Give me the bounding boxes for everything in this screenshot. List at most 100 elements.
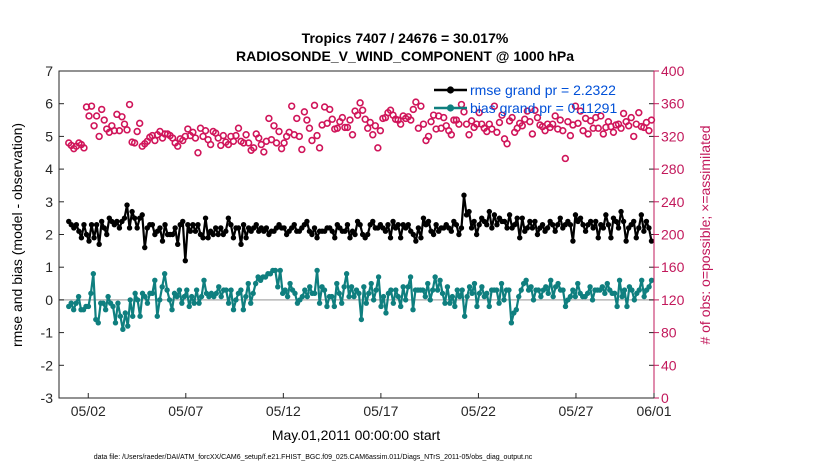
footer-data-file: data file: /Users/raeder/DAI/ATM_forcXX/…	[94, 454, 533, 461]
rmse-series-group	[66, 192, 655, 264]
rmse-point	[142, 244, 148, 251]
bias-point	[562, 303, 569, 310]
rmse-point	[387, 235, 394, 241]
bias-point	[311, 290, 318, 297]
possible-obs-marker	[609, 128, 618, 137]
possible-obs-marker	[174, 142, 182, 150]
bias-point	[538, 293, 544, 300]
possible-obs-marker	[346, 116, 354, 124]
bias-point	[102, 307, 109, 313]
possible-obs-marker	[376, 126, 385, 135]
rmse-point	[580, 221, 586, 228]
bias-point	[245, 280, 251, 287]
possible-obs-marker	[260, 148, 268, 156]
bias-point	[361, 284, 367, 290]
bias-point	[159, 284, 165, 290]
rmse-point	[235, 225, 242, 231]
bias-point	[132, 290, 138, 297]
right-tick-label: 160	[661, 259, 685, 275]
rmse-point	[519, 215, 525, 221]
possible-obs-marker	[298, 145, 306, 154]
possible-obs-marker	[493, 128, 501, 137]
bias-point	[508, 320, 515, 326]
rmse-point	[281, 225, 287, 231]
bias-point	[174, 293, 180, 300]
possible-obs-marker	[206, 140, 215, 149]
rmse-point	[397, 235, 404, 241]
bias-point	[380, 293, 387, 300]
possible-obs-marker	[630, 132, 638, 141]
bias-point	[604, 280, 610, 287]
bias-point	[95, 320, 101, 326]
possible-obs-marker	[548, 120, 557, 128]
bias-point	[629, 287, 635, 293]
rmse-point	[114, 218, 120, 225]
bias-line	[67, 269, 653, 331]
bias-point	[112, 320, 119, 326]
bias-point	[193, 287, 200, 293]
possible-obs-marker	[361, 115, 369, 123]
possible-obs-marker	[224, 140, 233, 149]
bias-point	[434, 287, 441, 293]
bias-point	[184, 287, 190, 293]
bias-point	[471, 280, 478, 287]
rmse-point	[329, 228, 335, 234]
x-tick-label: 05/27	[558, 403, 593, 419]
rmse-point	[489, 225, 495, 231]
rmse-point	[311, 225, 318, 231]
bias-point	[189, 293, 195, 300]
possible-obs-marker	[234, 124, 243, 132]
possible-obs-marker	[447, 131, 456, 139]
bias-point	[277, 267, 283, 274]
rmse-point	[121, 215, 128, 221]
rmse-point	[458, 225, 465, 231]
possible-obs-marker	[462, 120, 471, 128]
possible-obs-marker	[419, 120, 428, 128]
rmse-point	[646, 225, 652, 231]
rmse-point	[96, 241, 102, 248]
possible-obs-marker	[523, 107, 532, 115]
possible-obs-marker	[232, 131, 240, 140]
rmse-point	[187, 228, 194, 234]
bias-point	[334, 280, 340, 287]
bias-point	[614, 303, 620, 310]
possible-obs-marker	[559, 126, 567, 135]
possible-obs-marker	[467, 117, 476, 125]
bias-point	[501, 297, 507, 303]
chart-title: Tropics 7407 / 24676 = 30.017%	[302, 30, 509, 46]
rmse-point	[73, 221, 80, 228]
bias-point	[442, 300, 448, 306]
rmse-point	[263, 225, 270, 231]
possible-obs-marker	[576, 107, 585, 115]
bias-point	[120, 326, 126, 333]
rmse-point	[468, 225, 475, 231]
rmse-point	[357, 221, 363, 228]
possible-obs-marker	[130, 139, 139, 147]
bias-point	[641, 293, 647, 300]
bias-point	[395, 293, 401, 300]
possible-obs-marker	[541, 126, 549, 135]
bias-point	[567, 293, 574, 300]
bias-point	[368, 280, 374, 287]
rmse-point	[385, 221, 391, 228]
possible-obs-marker	[118, 113, 126, 121]
rmse-point	[605, 221, 612, 228]
rmse-point	[215, 231, 221, 238]
bias-point	[275, 284, 281, 290]
bias-point	[528, 284, 534, 290]
possible-obs-marker	[556, 116, 564, 124]
rmse-point	[225, 215, 232, 221]
bias-point	[166, 297, 173, 303]
legend-rmse-label: rmse grand pr = 2.2322	[470, 82, 616, 98]
rmse-point	[501, 218, 508, 225]
possible-obs-marker	[328, 115, 336, 123]
bias-point	[648, 277, 655, 283]
bias-point	[619, 293, 625, 300]
bias-point	[122, 310, 129, 316]
possible-obs-marker	[270, 122, 278, 130]
possible-obs-marker	[584, 130, 592, 138]
bias-point	[299, 293, 306, 300]
rmse-point	[410, 231, 417, 238]
bias-point	[457, 293, 463, 300]
rmse-point	[370, 218, 376, 225]
